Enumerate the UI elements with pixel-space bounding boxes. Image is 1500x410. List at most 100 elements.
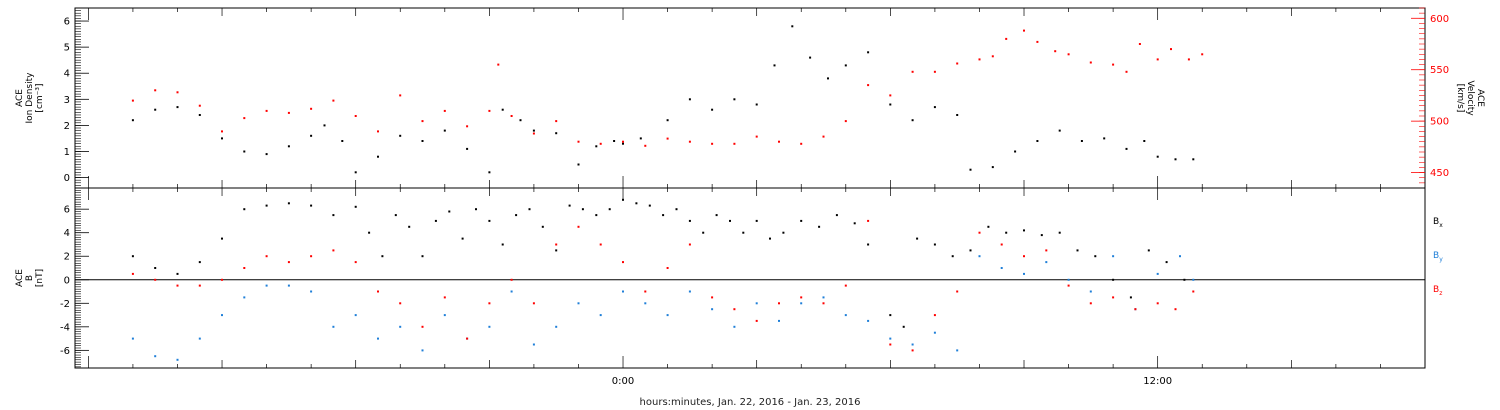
data-point	[399, 325, 402, 328]
data-point	[902, 325, 905, 328]
data-point	[844, 284, 847, 287]
data-point	[510, 290, 513, 293]
data-point	[755, 319, 758, 322]
data-point	[354, 115, 357, 117]
data-point	[131, 119, 134, 122]
data-point	[1000, 267, 1003, 269]
data-point	[956, 290, 959, 293]
data-point	[778, 140, 780, 143]
data-point	[555, 243, 558, 246]
data-point	[1112, 255, 1115, 258]
data-point	[221, 278, 223, 281]
data-point	[599, 314, 602, 317]
data-point	[555, 325, 558, 328]
data-point	[702, 231, 705, 234]
series-by	[131, 255, 1195, 361]
data-point	[532, 343, 535, 346]
data-point	[635, 202, 638, 205]
data-point	[154, 89, 157, 92]
data-point	[688, 219, 691, 222]
data-point	[532, 132, 535, 135]
data-point	[1045, 261, 1048, 264]
data-point	[1112, 63, 1115, 66]
data-point	[867, 51, 870, 54]
y-axis-label-line: ACE	[15, 89, 25, 107]
data-point	[198, 104, 201, 107]
y-tick-label: -6	[60, 346, 70, 357]
data-point	[519, 119, 522, 122]
data-point	[889, 314, 892, 317]
data-point	[711, 308, 714, 311]
data-point	[287, 261, 290, 264]
data-point	[154, 267, 157, 269]
data-point	[377, 337, 379, 340]
series-right	[131, 29, 1204, 147]
data-point	[644, 302, 647, 305]
data-point	[577, 140, 580, 143]
data-point	[791, 25, 794, 28]
y-tick-label: 3	[64, 95, 70, 106]
data-point	[198, 337, 201, 340]
data-point	[131, 255, 134, 258]
data-point	[889, 337, 892, 340]
data-point	[778, 302, 780, 305]
y2-axis-label-line: ACE	[1475, 89, 1485, 107]
data-point	[1156, 302, 1159, 305]
data-point	[755, 219, 758, 222]
data-point	[1089, 61, 1092, 64]
data-point	[911, 349, 914, 352]
data-point	[956, 114, 959, 116]
data-point	[332, 99, 335, 102]
data-point	[1067, 284, 1070, 287]
data-point	[809, 56, 812, 59]
data-point	[666, 267, 669, 269]
data-point	[243, 208, 246, 211]
data-point	[622, 142, 624, 145]
data-point	[911, 70, 914, 73]
data-point	[688, 290, 691, 293]
y2-tick-label: 550	[1430, 65, 1449, 76]
data-point	[243, 296, 246, 299]
data-point	[822, 302, 825, 305]
data-point	[1054, 50, 1057, 53]
data-point	[599, 243, 602, 246]
data-point	[368, 231, 371, 234]
data-point	[176, 284, 179, 287]
legend-entry-bx: Bx	[1433, 217, 1443, 229]
data-point	[1023, 229, 1025, 232]
data-point	[1067, 53, 1070, 56]
data-point	[243, 117, 246, 120]
data-point	[991, 55, 994, 58]
data-point	[221, 314, 223, 317]
data-point	[510, 278, 513, 281]
data-point	[1112, 278, 1115, 281]
data-point	[154, 108, 157, 111]
plasma-frame	[74, 7, 1426, 189]
data-point	[1076, 249, 1079, 252]
data-point	[354, 205, 357, 208]
data-point	[733, 325, 736, 328]
data-point	[956, 349, 959, 352]
series-bz	[131, 219, 1195, 352]
data-point	[1183, 278, 1186, 281]
data-point	[310, 290, 313, 293]
data-point	[421, 349, 424, 352]
data-point	[951, 255, 954, 258]
data-point	[198, 284, 201, 287]
data-point	[1156, 272, 1159, 275]
data-point	[461, 237, 464, 240]
data-point	[867, 319, 870, 322]
y-tick-label: 4	[64, 69, 70, 80]
data-point	[1094, 255, 1097, 258]
data-point	[265, 109, 268, 112]
data-point	[243, 150, 246, 153]
data-point	[889, 343, 892, 346]
data-point	[844, 120, 847, 123]
data-point	[287, 284, 290, 287]
x-axis-label: hours:minutes, Jan. 22, 2016 - Jan. 23, …	[640, 397, 861, 408]
data-point	[287, 111, 290, 114]
data-point	[501, 108, 504, 111]
data-point	[510, 115, 513, 117]
legend-entry-by: By	[1433, 251, 1443, 263]
